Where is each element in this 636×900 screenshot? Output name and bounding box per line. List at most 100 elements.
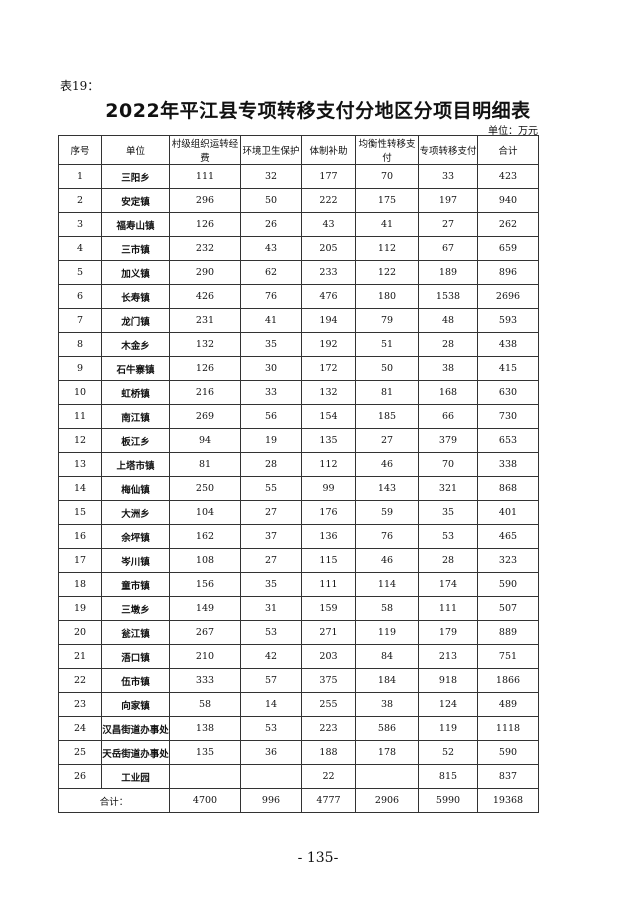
value-cell: 143	[355, 476, 419, 501]
value-cell: 189	[418, 260, 478, 285]
value-cell: 159	[301, 596, 356, 621]
value-cell: 730	[477, 404, 539, 429]
value-cell: 174	[418, 572, 478, 597]
value-cell: 630	[477, 380, 539, 405]
value-cell: 423	[477, 164, 539, 189]
value-cell: 33	[240, 380, 302, 405]
unit-name: 汉昌街道办事处	[101, 716, 170, 741]
value-cell: 53	[240, 620, 302, 645]
value-cell: 751	[477, 644, 539, 669]
row-index: 21	[58, 644, 102, 669]
unit-name: 向家镇	[101, 692, 170, 717]
value-cell: 22	[301, 764, 356, 789]
value-cell: 333	[169, 668, 241, 693]
value-cell: 81	[169, 452, 241, 477]
value-cell: 1538	[418, 284, 478, 309]
value-cell: 154	[301, 404, 356, 429]
value-cell: 136	[301, 524, 356, 549]
value-cell: 46	[355, 452, 419, 477]
value-cell: 14	[240, 692, 302, 717]
unit-name: 南江镇	[101, 404, 170, 429]
value-cell: 58	[169, 692, 241, 717]
unit-name: 木金乡	[101, 332, 170, 357]
page-title: 2022年平江县专项转移支付分地区分项目明细表	[105, 100, 531, 122]
table-row: 24 汉昌街道办事处 138 53 223 586 119 1118	[58, 716, 539, 741]
value-cell: 67	[418, 236, 478, 261]
value-cell: 27	[418, 212, 478, 237]
row-index: 8	[58, 332, 102, 357]
table-row: 16 余坪镇 162 37 136 76 53 465	[58, 524, 539, 549]
value-cell: 66	[418, 404, 478, 429]
value-cell: 203	[301, 644, 356, 669]
value-cell: 149	[169, 596, 241, 621]
column-header: 序号	[58, 135, 102, 165]
value-cell: 132	[301, 380, 356, 405]
value-cell: 940	[477, 188, 539, 213]
value-cell: 296	[169, 188, 241, 213]
unit-name: 长寿镇	[101, 284, 170, 309]
table-row: 8 木金乡 132 35 192 51 28 438	[58, 332, 539, 357]
value-cell: 58	[355, 596, 419, 621]
row-index: 7	[58, 308, 102, 333]
value-cell: 119	[355, 620, 419, 645]
value-cell: 26	[240, 212, 302, 237]
column-header: 单位	[101, 135, 170, 165]
row-index: 16	[58, 524, 102, 549]
value-cell: 590	[477, 740, 539, 765]
value-cell: 48	[418, 308, 478, 333]
value-cell: 51	[355, 332, 419, 357]
value-cell: 438	[477, 332, 539, 357]
value-cell: 375	[301, 668, 356, 693]
row-index: 23	[58, 692, 102, 717]
row-index: 17	[58, 548, 102, 573]
value-cell: 126	[169, 212, 241, 237]
row-index: 15	[58, 500, 102, 525]
value-cell: 50	[240, 188, 302, 213]
column-header: 均衡性转移支付	[355, 135, 419, 165]
table-row: 15 大洲乡 104 27 176 59 35 401	[58, 500, 539, 525]
value-cell: 33	[418, 164, 478, 189]
value-cell: 115	[301, 548, 356, 573]
value-cell: 50	[355, 356, 419, 381]
value-cell: 262	[477, 212, 539, 237]
unit-name: 梅仙镇	[101, 476, 170, 501]
table-row: 21 浯口镇 210 42 203 84 213 751	[58, 644, 539, 669]
value-cell: 28	[240, 452, 302, 477]
value-cell: 250	[169, 476, 241, 501]
table-number-label: 表19：	[60, 79, 100, 93]
table-row: 26 工业园 22 815 837	[58, 764, 539, 789]
value-cell: 2696	[477, 284, 539, 309]
value-cell: 31	[240, 596, 302, 621]
row-index: 14	[58, 476, 102, 501]
unit-name: 三阳乡	[101, 164, 170, 189]
value-cell: 586	[355, 716, 419, 741]
table-row: 2 安定镇 296 50 222 175 197 940	[58, 188, 539, 213]
value-cell: 232	[169, 236, 241, 261]
value-cell: 19	[240, 428, 302, 453]
value-cell: 56	[240, 404, 302, 429]
unit-name: 三墩乡	[101, 596, 170, 621]
value-cell	[169, 764, 241, 789]
value-cell	[355, 764, 419, 789]
value-cell: 35	[240, 332, 302, 357]
total-value: 4777	[301, 788, 356, 813]
value-cell: 41	[355, 212, 419, 237]
row-index: 12	[58, 428, 102, 453]
column-header: 环境卫生保护	[240, 135, 302, 165]
value-cell: 426	[169, 284, 241, 309]
value-cell: 178	[355, 740, 419, 765]
row-index: 1	[58, 164, 102, 189]
value-cell: 255	[301, 692, 356, 717]
value-cell: 176	[301, 500, 356, 525]
value-cell: 111	[169, 164, 241, 189]
value-cell: 122	[355, 260, 419, 285]
value-cell: 177	[301, 164, 356, 189]
row-index: 6	[58, 284, 102, 309]
value-cell: 896	[477, 260, 539, 285]
value-cell: 507	[477, 596, 539, 621]
table-header-row: 序号 单位 村级组织运转经费 环境卫生保护 体制补助 均衡性转移支付 专项转移支付 合计	[58, 135, 539, 165]
unit-name: 岑川镇	[101, 548, 170, 573]
value-cell: 55	[240, 476, 302, 501]
value-cell: 837	[477, 764, 539, 789]
table-row: 1 三阳乡 111 32 177 70 33 423	[58, 164, 539, 189]
